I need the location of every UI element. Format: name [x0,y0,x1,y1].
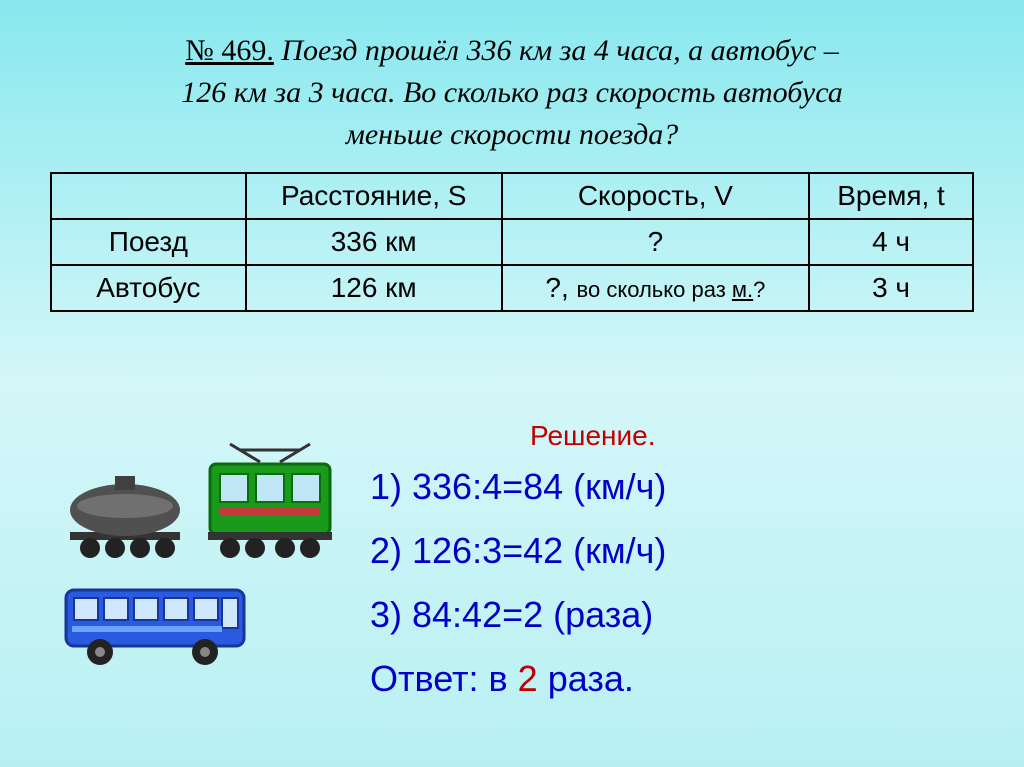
row-time: 4 ч [809,219,973,265]
solution-step: 3) 84:42=2 (раза) [370,594,666,636]
problem-number: № 469. [185,34,274,67]
row-distance: 126 км [246,265,502,311]
solution-block: Решение. 1) 336:4=84 (км/ч) 2) 126:3=42 … [370,420,666,700]
data-table: Расстояние, S Скорость, V Время, t Поезд… [50,172,974,312]
row-speed: ? [502,219,809,265]
problem-line-2: 126 км за 3 часа. Во сколько раз скорост… [181,76,843,109]
answer-value: 2 [518,658,538,699]
table-row: Автобус 126 км ?, во сколько раз м.? 3 ч [51,265,973,311]
problem-line-3: меньше скорости поезда? [346,118,679,151]
answer-prefix: Ответ: в [370,658,518,699]
solution-label: Решение. [530,420,666,452]
header-time: Время, t [809,173,973,219]
solution-answer: Ответ: в 2 раза. [370,658,666,700]
solution-step: 1) 336:4=84 (км/ч) [370,466,666,508]
row-label: Автобус [51,265,246,311]
row-label: Поезд [51,219,246,265]
row-speed: ?, во сколько раз м.? [502,265,809,311]
table-row: Поезд 336 км ? 4 ч [51,219,973,265]
problem-line-1: Поезд прошёл 336 км за 4 часа, а автобус… [281,34,838,67]
speed-prefix: ?, [545,272,576,303]
speed-hint: во сколько раз м.? [577,277,766,302]
vehicle-illustrations [60,440,340,673]
header-distance: Расстояние, S [246,173,502,219]
bus-icon [60,578,250,668]
locomotive-icon [200,440,340,560]
problem-statement: № 469. Поезд прошёл 336 км за 4 часа, а … [50,30,974,156]
table-header-row: Расстояние, S Скорость, V Время, t [51,173,973,219]
row-distance: 336 км [246,219,502,265]
answer-suffix: раза. [538,658,634,699]
tank-car-icon [60,470,190,560]
header-speed: Скорость, V [502,173,809,219]
row-time: 3 ч [809,265,973,311]
solution-step: 2) 126:3=42 (км/ч) [370,530,666,572]
header-blank [51,173,246,219]
